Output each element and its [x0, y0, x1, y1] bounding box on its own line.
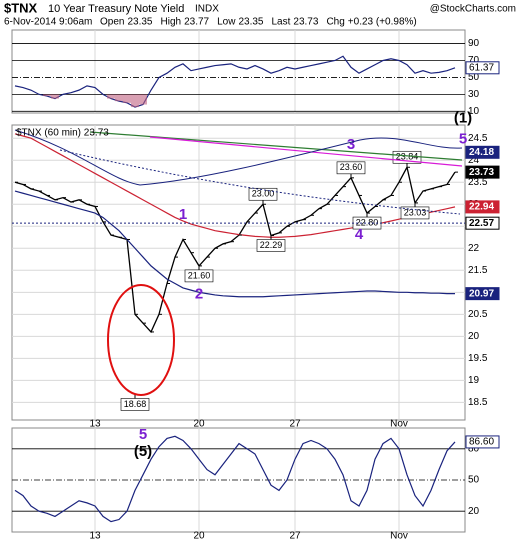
point-label: 23.03: [404, 207, 427, 217]
point-label: 23.60: [340, 162, 363, 172]
label-box: [256, 239, 286, 252]
x-tick-label: 27: [289, 531, 301, 540]
y-tick-label: 22: [468, 243, 480, 254]
y-tick-label: 24: [468, 155, 480, 166]
value-tag-text: 23.73: [469, 167, 494, 178]
value-tag-text: 61.37: [469, 62, 494, 73]
wave-label: 2: [195, 285, 203, 302]
value-tag-text: 86.60: [469, 437, 494, 448]
quote-label: Chg: [326, 17, 344, 28]
quote-label: Open: [100, 17, 124, 28]
y-tick-label: 70: [468, 55, 480, 66]
quote-value: 23.35: [127, 17, 152, 28]
trendline: [149, 136, 463, 167]
point-label: 23.84: [396, 152, 419, 162]
brand: @StockCharts.com: [430, 4, 516, 15]
value-tag-text: 24.18: [469, 147, 494, 158]
label-box: [184, 269, 214, 283]
label-box: [248, 187, 278, 201]
y-tick-label: 19.5: [468, 353, 488, 364]
y-tick-label: 24.5: [468, 133, 488, 144]
y-tick-label: 18.5: [468, 397, 488, 408]
wave-label: 1: [179, 206, 187, 223]
point-label: 18.68: [124, 399, 147, 409]
oversold-fill: [115, 94, 123, 102]
x-tick-label: Nov: [390, 531, 408, 540]
date: 6-Nov-2014 9:06am: [4, 17, 92, 28]
oversold-fill: [107, 94, 115, 99]
point-label: 23.00: [252, 189, 275, 199]
line: [14, 55, 456, 108]
value-tag-text: 20.97: [469, 288, 494, 299]
value-tag: [465, 435, 500, 449]
point-label: 22.80: [356, 217, 379, 227]
quote-value: +0.23 (+0.98%): [348, 17, 417, 28]
instrument-name: 10 Year Treasury Note Yield: [48, 3, 184, 15]
dotted-average: [59, 149, 461, 215]
label-box: [400, 206, 430, 220]
y-tick-label: 10: [468, 106, 480, 117]
value-tag: [465, 165, 500, 179]
y-tick-label: 20: [468, 506, 480, 517]
x-tick-label: Nov: [390, 419, 408, 430]
value-tag-text: 22.94: [469, 202, 494, 213]
wave-label: 5: [459, 130, 467, 147]
line: [14, 190, 455, 298]
x-tick-label: 20: [193, 419, 205, 430]
wave-label: 5: [139, 426, 147, 443]
oversold-fill: [51, 94, 59, 99]
oversold-fill: [131, 94, 139, 108]
label-box: [120, 398, 150, 411]
oversold-fill: [139, 94, 147, 105]
quote-value: 23.35: [238, 17, 263, 28]
wave-label: 4: [355, 226, 364, 243]
x-tick-label: 27: [289, 419, 301, 430]
x-tick-label: 20: [193, 531, 205, 540]
quote-label: Low: [217, 17, 236, 28]
y-tick-label: 20: [468, 331, 480, 342]
value-tag: [465, 200, 500, 214]
wave-label: 3: [347, 136, 355, 153]
highlight-ellipse: [107, 284, 175, 396]
oversold-fill: [123, 94, 131, 103]
y-tick-label: 20.5: [468, 309, 488, 320]
y-tick-label: 90: [468, 38, 480, 49]
rsi-panel: [11, 29, 466, 114]
value-tag: [465, 145, 500, 159]
value-tag: [465, 287, 500, 301]
y-tick-label: 21.5: [468, 265, 488, 276]
legend: $TNX (60 min) 23.73: [16, 128, 109, 139]
value-tag-text: 22.57: [469, 218, 494, 229]
y-tick-label: 50: [468, 72, 480, 83]
exchange: INDX: [195, 4, 219, 15]
y-tick-label: 23.5: [468, 177, 488, 188]
value-tag: [465, 61, 500, 75]
symbol: $TNX: [4, 0, 38, 15]
upper-band: [14, 129, 463, 186]
plot-layer: 18.51919.52020.52121.52222.52323.52424.5…: [12, 30, 500, 540]
quote-label: High: [161, 17, 182, 28]
quote-value: 23.73: [293, 17, 318, 28]
quote-value: 23.77: [184, 17, 209, 28]
point-label: 22.29: [260, 240, 283, 250]
wave-label: (5): [134, 443, 152, 460]
label-box: [336, 161, 366, 175]
point-label: 21.60: [188, 270, 211, 280]
line: [14, 435, 456, 523]
wave-label: (1): [454, 109, 472, 126]
price-panel: [11, 124, 466, 421]
y-tick-label: 80: [468, 443, 480, 454]
value-tag: [465, 216, 500, 230]
quote: Open 23.35 High 23.77 Low 23.35 Last 23.73 Chg +0…: [100, 17, 417, 28]
x-tick-label: 13: [89, 531, 101, 540]
x-tick-label: 13: [89, 419, 101, 430]
y-tick-label: 19: [468, 375, 480, 386]
y-tick-label: 50: [468, 475, 480, 486]
y-tick-label: 30: [468, 89, 480, 100]
oversold-fill: [43, 94, 51, 97]
quote-label: Last: [272, 17, 291, 28]
